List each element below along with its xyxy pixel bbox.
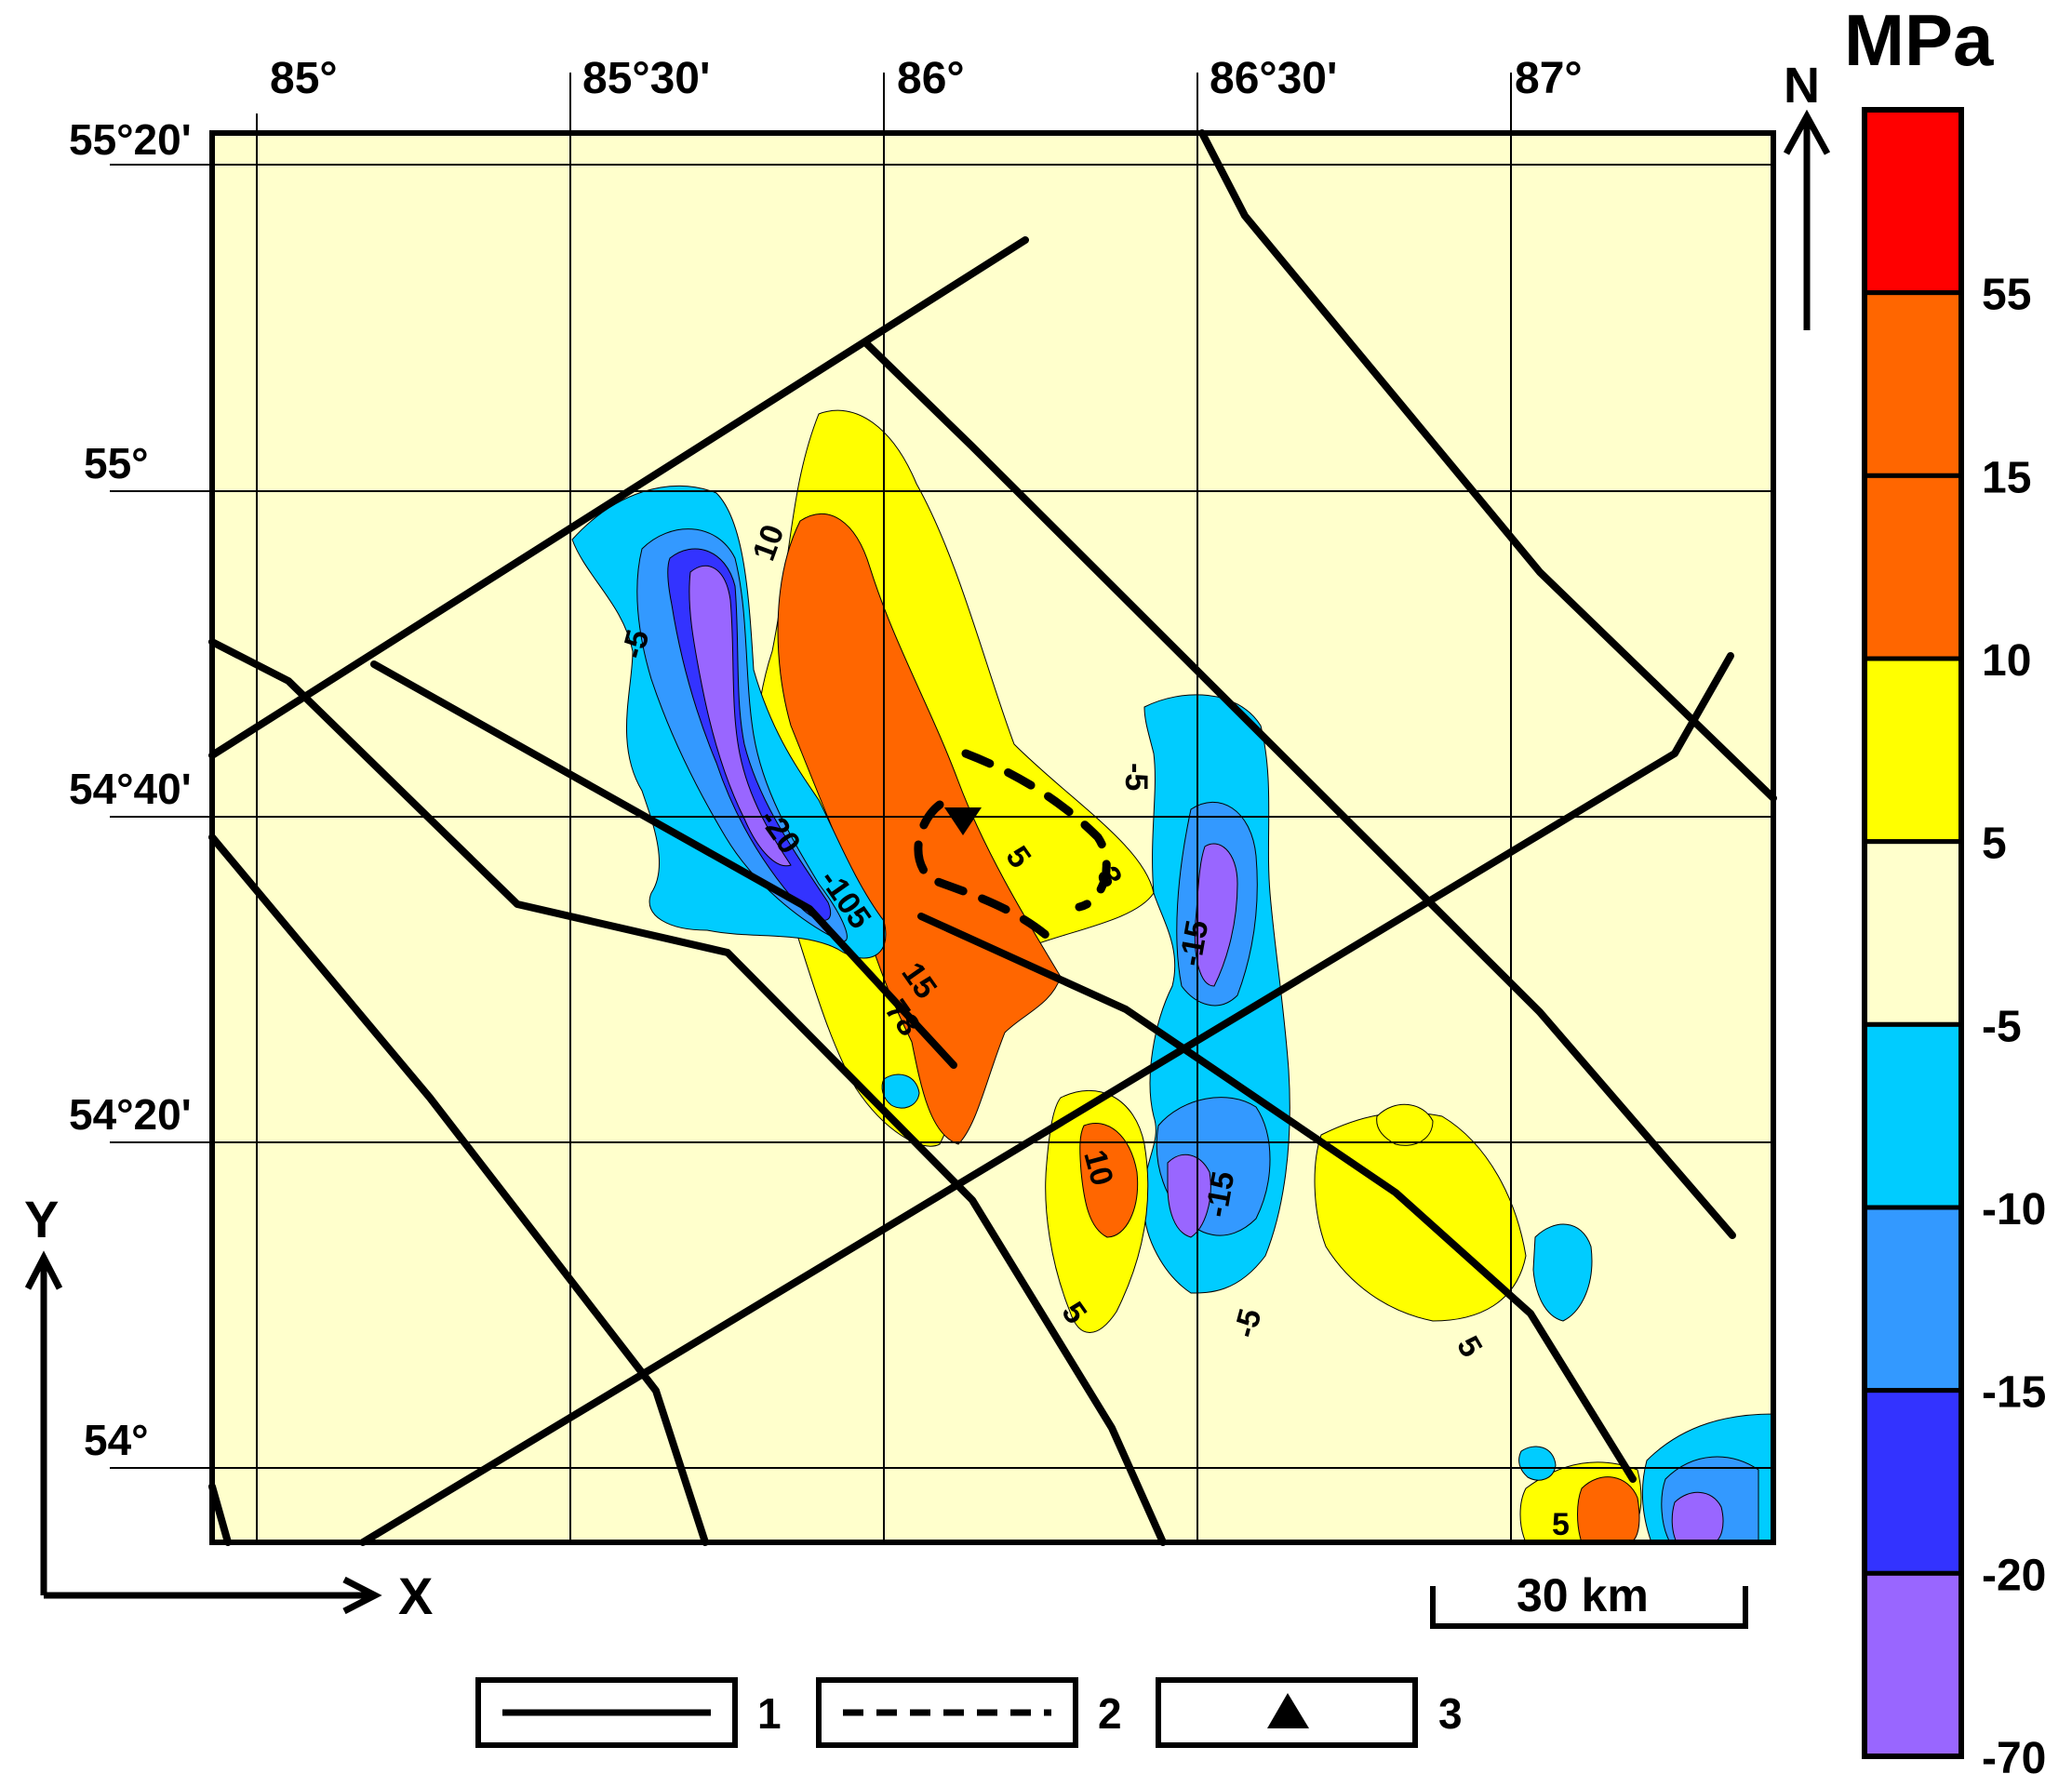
- colorbar-tick-label: -20: [1982, 1551, 2046, 1600]
- fault-line: [359, 652, 1734, 1546]
- lat-label: 54°20': [69, 1090, 192, 1139]
- colorbar-cell: [1862, 1388, 1964, 1576]
- lon-label: 86°30': [1210, 54, 1337, 103]
- contour-orange-main: [777, 513, 1062, 1145]
- lat-label: 54°40': [69, 765, 192, 813]
- y-arrowhead-icon: [24, 1250, 63, 1290]
- fault-line: [917, 913, 1637, 1483]
- map-panel: -5 10 -20 -105 15 78 5 -5 -15 10 -15 -5 …: [110, 73, 1777, 1546]
- map-frame: [209, 130, 1776, 1545]
- contour-orange-se: [1577, 1476, 1640, 1543]
- lat-label: 55°: [84, 439, 149, 487]
- xy-axes: Y X: [24, 1190, 433, 1625]
- fault-line: [208, 638, 1167, 1546]
- lon-label: 87°: [1515, 54, 1583, 103]
- triangle-icon: [1267, 1693, 1309, 1728]
- colorbar-tick-label: -10: [1982, 1185, 2046, 1234]
- longitude-labels: 85° 85°30' 86° 86°30' 87°: [270, 54, 1583, 103]
- north-arrow: N: [1783, 58, 1831, 330]
- colorbar-tick-label: 10: [1982, 636, 2031, 686]
- contour-yellow-east-small: [1376, 1103, 1434, 1146]
- legend-item-triangle: 3: [1156, 1677, 1463, 1748]
- y-axis-label: Y: [24, 1190, 59, 1248]
- fault-line: [370, 660, 957, 1069]
- colorbar-cell: [1862, 656, 1964, 845]
- x-arrowhead-icon: [342, 1576, 382, 1615]
- legend-label: 1: [757, 1689, 782, 1738]
- dashed-line: [961, 749, 1111, 912]
- colorbar-cell: [1862, 839, 1964, 1027]
- fault-line: [208, 833, 709, 1546]
- scale-bar-line: [1430, 1586, 1748, 1629]
- lon-label: 85°30': [582, 54, 710, 103]
- faults: [208, 129, 1777, 1546]
- contour-cyan-ne: [1532, 1223, 1593, 1322]
- graticule: [110, 73, 1773, 1542]
- contour-label: 5: [1552, 1507, 1570, 1542]
- colorbar-unit: MPa: [1844, 0, 1994, 81]
- legend-label: 2: [1098, 1689, 1122, 1738]
- contour-violet-se: [1671, 1491, 1724, 1543]
- north-label: N: [1784, 58, 1820, 113]
- latitude-labels: 55°20' 55° 54°40' 54°20' 54°: [69, 115, 192, 1464]
- contour-cyan-se-small: [1518, 1446, 1557, 1481]
- contour-label: -15: [1172, 917, 1215, 968]
- dashed-boundary: [914, 749, 1111, 944]
- lat-label: 54°: [84, 1416, 149, 1464]
- colorbar-tick-label: 55: [1982, 271, 2031, 320]
- x-axis-label: X: [398, 1567, 433, 1625]
- colorbar-cell: [1862, 473, 1964, 661]
- north-arrowhead-icon: [1783, 109, 1831, 155]
- colorbar-cell: [1862, 290, 1964, 478]
- colorbar-frame: [1862, 107, 1964, 1759]
- lon-label: 85°: [270, 54, 338, 103]
- fault-line: [208, 236, 1029, 759]
- colorbar-cell: [1862, 107, 1964, 296]
- legend-item-dashed-line: 2: [816, 1677, 1122, 1748]
- contour-cyan-spot: [881, 1074, 920, 1109]
- scale-label: 30 km: [1517, 1569, 1649, 1621]
- colorbar-cells: [1862, 107, 1964, 1759]
- contour-label: -5: [1118, 763, 1154, 791]
- colorbar-tick-label: 15: [1982, 453, 2031, 502]
- colorbar-tick-label: -70: [1982, 1734, 2046, 1783]
- legend: 1 2 3: [475, 1677, 1463, 1748]
- legend-item-solid-line: 1: [475, 1677, 782, 1748]
- colorbar-tick-label: -5: [1982, 1002, 2022, 1051]
- legend-label: 3: [1438, 1689, 1463, 1738]
- contour-label: -15: [1198, 1168, 1241, 1220]
- colorbar-ticks: 55 15 10 5 -5 -10 -15 -20 -70: [1982, 271, 2046, 1783]
- scale-bar: 30 km: [1430, 1569, 1748, 1629]
- colorbar-tick-label: -15: [1982, 1368, 2046, 1418]
- colorbar-tick-label: 5: [1982, 820, 2007, 869]
- lon-label: 86°: [897, 54, 965, 103]
- contour-violet-east-lower: [1167, 1154, 1211, 1238]
- colorbar-cell: [1862, 1205, 1964, 1394]
- lat-label: 55°20': [69, 115, 192, 164]
- dashed-line: [914, 800, 1056, 944]
- epicenter-triangle-icon: [944, 807, 982, 835]
- fault-line: [863, 340, 1736, 1239]
- fault-line: [1198, 129, 1777, 802]
- colorbar: MPa 55 15 10 5 -5 -10 -15 -20 -70: [1844, 0, 2046, 1783]
- colorbar-cell: [1862, 1021, 1964, 1210]
- contour-violet-west: [688, 565, 792, 867]
- colorbar-cell: [1862, 1570, 1964, 1759]
